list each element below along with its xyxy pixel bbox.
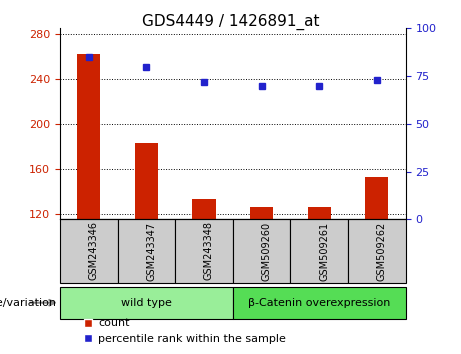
Bar bbox=[250, 207, 273, 219]
Bar bbox=[118, 219, 175, 283]
Text: GSM243348: GSM243348 bbox=[204, 221, 214, 280]
Text: GSM509262: GSM509262 bbox=[377, 221, 387, 281]
Text: GDS4449 / 1426891_at: GDS4449 / 1426891_at bbox=[142, 14, 319, 30]
Bar bbox=[233, 287, 406, 319]
Bar bbox=[77, 54, 100, 219]
Text: GSM509261: GSM509261 bbox=[319, 221, 329, 280]
Bar bbox=[135, 143, 158, 219]
Text: wild type: wild type bbox=[121, 298, 172, 308]
Bar bbox=[365, 177, 388, 219]
Bar bbox=[60, 287, 233, 319]
Bar bbox=[290, 219, 348, 283]
Text: GSM509260: GSM509260 bbox=[262, 221, 272, 280]
Legend: count, percentile rank within the sample: count, percentile rank within the sample bbox=[79, 314, 290, 348]
Text: GSM243347: GSM243347 bbox=[146, 221, 156, 280]
Bar bbox=[193, 199, 216, 219]
Text: β-Catenin overexpression: β-Catenin overexpression bbox=[248, 298, 390, 308]
Bar bbox=[233, 219, 290, 283]
Bar bbox=[175, 219, 233, 283]
Bar bbox=[308, 207, 331, 219]
Bar bbox=[60, 219, 118, 283]
Bar bbox=[348, 219, 406, 283]
Text: genotype/variation: genotype/variation bbox=[0, 298, 56, 308]
Text: GSM243346: GSM243346 bbox=[89, 221, 99, 280]
